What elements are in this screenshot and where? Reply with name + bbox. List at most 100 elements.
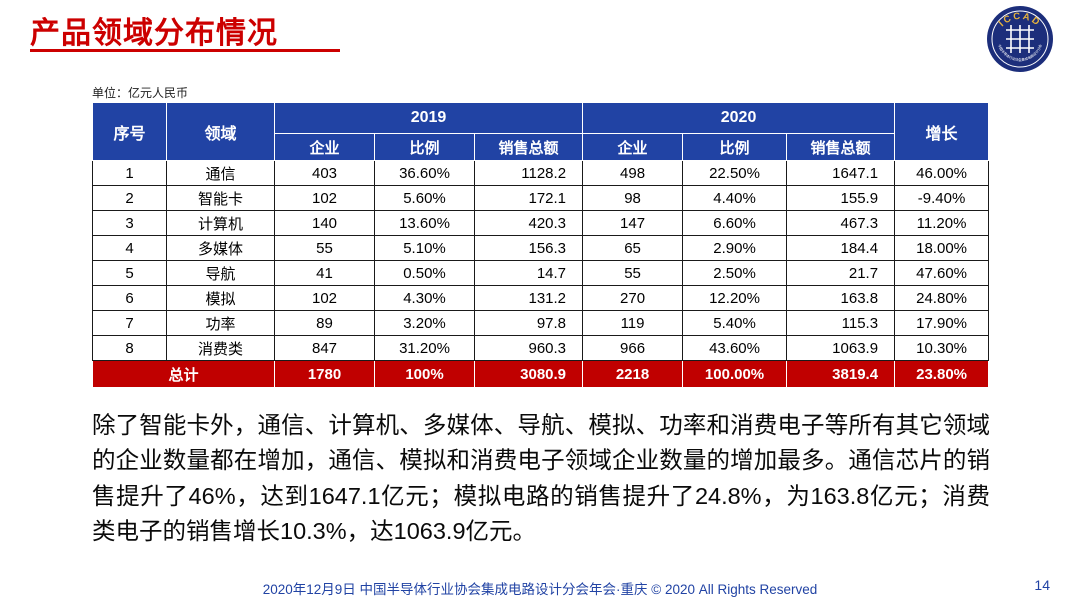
table-cell: 131.2 <box>473 285 584 311</box>
table-cell: 55 <box>582 260 684 286</box>
table-cell: 467.3 <box>786 210 896 236</box>
table-cell: 24.80% <box>894 285 990 311</box>
iccad-logo: ICCAD 中国半导体行业协会集成电路设计分会 <box>987 6 1053 72</box>
table-cell: 22.50% <box>682 160 788 186</box>
table-cell: 模拟 <box>166 285 275 311</box>
table-cell: 966 <box>582 335 684 361</box>
table-cell: 155.9 <box>786 185 896 211</box>
total-ratio-2020: 100.00% <box>682 360 788 388</box>
header-2019: 2019 <box>273 102 584 134</box>
table-cell: 115.3 <box>786 310 896 336</box>
table-cell: 13.60% <box>374 210 475 236</box>
table-cell: 导航 <box>166 260 275 286</box>
table-row: 4 多媒体 55 5.10% 156.3 65 2.90% 184.4 18.00% <box>92 235 990 261</box>
table-row: 3 计算机 140 13.60% 420.3 147 6.60% 467.3 11.20% <box>92 210 990 236</box>
total-companies-2020: 2218 <box>582 360 684 388</box>
table-cell: 55 <box>274 235 375 261</box>
subheader-sales-2020: 销售总额 <box>786 133 896 161</box>
subheader-sales-2019: 销售总额 <box>473 133 584 161</box>
table-cell: 计算机 <box>166 210 275 236</box>
table-cell: 65 <box>582 235 684 261</box>
table-cell: 163.8 <box>786 285 896 311</box>
table-cell: 6.60% <box>682 210 788 236</box>
table-cell: 12.20% <box>682 285 788 311</box>
table-row: 6 模拟 102 4.30% 131.2 270 12.20% 163.8 24.80% <box>92 285 990 311</box>
table-cell: 4 <box>92 235 167 261</box>
table-cell: 172.1 <box>473 185 584 211</box>
table-row: 7 功率 89 3.20% 97.8 119 5.40% 115.3 17.90% <box>92 310 990 336</box>
page-title: 产品领域分布情况 <box>30 17 278 50</box>
table-cell: 多媒体 <box>166 235 275 261</box>
total-label: 总计 <box>92 360 275 388</box>
table-cell: 4.30% <box>374 285 475 311</box>
table-cell: 功率 <box>166 310 275 336</box>
table-cell: 47.60% <box>894 260 990 286</box>
page-number: 14 <box>1034 577 1050 593</box>
table-cell: 498 <box>582 160 684 186</box>
total-companies-2019: 1780 <box>274 360 375 388</box>
table-cell: 420.3 <box>473 210 584 236</box>
header-2020: 2020 <box>582 102 896 134</box>
table-cell: 36.60% <box>374 160 475 186</box>
table-cell: 270 <box>582 285 684 311</box>
table-cell: 3.20% <box>374 310 475 336</box>
subheader-companies-2019: 企业 <box>274 133 375 161</box>
distribution-table: 序号 领域 2019 2020 增长 企业 比例 销售总额 企业 比例 销售总额… <box>92 102 990 388</box>
table-cell: 46.00% <box>894 160 990 186</box>
summary-paragraph: 除了智能卡外，通信、计算机、多媒体、导航、模拟、功率和消费电子等所有其它领域的企… <box>92 412 990 544</box>
total-sales-2019: 3080.9 <box>473 360 584 388</box>
title-underline <box>30 49 340 52</box>
table-cell: 5 <box>92 260 167 286</box>
distribution-table-wrap: 序号 领域 2019 2020 增长 企业 比例 销售总额 企业 比例 销售总额… <box>92 102 990 388</box>
table-cell: 102 <box>274 285 375 311</box>
table-row: 8 消费类 847 31.20% 960.3 966 43.60% 1063.9 10.30% <box>92 335 990 361</box>
table-cell: 147 <box>582 210 684 236</box>
table-cell: -9.40% <box>894 185 990 211</box>
table-cell: 1063.9 <box>786 335 896 361</box>
table-cell: 17.90% <box>894 310 990 336</box>
table-cell: 31.20% <box>374 335 475 361</box>
table-cell: 2.90% <box>682 235 788 261</box>
table-cell: 1128.2 <box>473 160 584 186</box>
table-cell: 2.50% <box>682 260 788 286</box>
table-body: 1 通信 403 36.60% 1128.2 498 22.50% 1647.1 46.00% 2… <box>92 160 990 361</box>
table-cell: 140 <box>274 210 375 236</box>
table-cell: 5.10% <box>374 235 475 261</box>
table-cell: 10.30% <box>894 335 990 361</box>
table-row: 1 通信 403 36.60% 1128.2 498 22.50% 1647.1 46.00% <box>92 160 990 186</box>
table-cell: 119 <box>582 310 684 336</box>
footer-text: 2020年12月9日 中国半导体行业协会集成电路设计分会年会·重庆 © 2020… <box>262 582 818 597</box>
table-cell: 2 <box>92 185 167 211</box>
logo-ring <box>991 10 1049 68</box>
table-cell: 847 <box>274 335 375 361</box>
table-cell: 消费类 <box>166 335 275 361</box>
table-cell: 89 <box>274 310 375 336</box>
header-field: 领域 <box>166 102 275 161</box>
table-footer: 总计 1780 100% 3080.9 2218 100.00% 3819.4 … <box>92 360 990 388</box>
header-seq: 序号 <box>92 102 167 161</box>
table-cell: 41 <box>274 260 375 286</box>
subheader-companies-2020: 企业 <box>582 133 684 161</box>
table-cell: 4.40% <box>682 185 788 211</box>
table-cell: 5.60% <box>374 185 475 211</box>
unit-label: 单位：亿元人民币 <box>92 86 189 100</box>
table-header: 序号 领域 2019 2020 增长 企业 比例 销售总额 企业 比例 销售总额 <box>92 102 990 161</box>
table-cell: 0.50% <box>374 260 475 286</box>
table-row: 2 智能卡 102 5.60% 172.1 98 4.40% 155.9 -9.40% <box>92 185 990 211</box>
table-cell: 960.3 <box>473 335 584 361</box>
header-growth: 增长 <box>894 102 990 161</box>
table-cell: 18.00% <box>894 235 990 261</box>
table-cell: 5.40% <box>682 310 788 336</box>
total-growth: 23.80% <box>894 360 990 388</box>
total-row: 总计 1780 100% 3080.9 2218 100.00% 3819.4 … <box>92 360 990 388</box>
table-cell: 21.7 <box>786 260 896 286</box>
table-cell: 3 <box>92 210 167 236</box>
table-cell: 14.7 <box>473 260 584 286</box>
table-cell: 98 <box>582 185 684 211</box>
table-cell: 97.8 <box>473 310 584 336</box>
table-cell: 1 <box>92 160 167 186</box>
subheader-ratio-2020: 比例 <box>682 133 788 161</box>
table-cell: 通信 <box>166 160 275 186</box>
table-cell: 智能卡 <box>166 185 275 211</box>
table-cell: 7 <box>92 310 167 336</box>
